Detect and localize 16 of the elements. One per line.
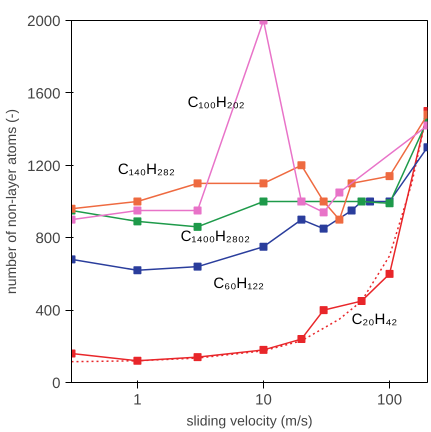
y-tick-label: 0 xyxy=(52,375,60,392)
x-tick-label: 100 xyxy=(377,392,402,408)
y-tick-label: 800 xyxy=(35,230,61,248)
x-tick-label: 1 xyxy=(133,392,142,408)
series-label: C₆₀H₁₂₂ xyxy=(213,275,264,292)
y-tick-label: 2000 xyxy=(27,13,61,30)
series-label: C₁₄₀₀H₂₈₀₂ xyxy=(180,228,250,245)
series-label: C₂₀H₄₂ xyxy=(352,311,398,328)
y-tick-label: 1600 xyxy=(27,85,61,102)
y-axis-title: number of non-layer atoms (-) xyxy=(3,108,20,294)
x-tick-label: 10 xyxy=(255,392,272,408)
y-tick-label: 400 xyxy=(35,302,61,320)
x-axis-title: sliding velocity (m/s) xyxy=(186,412,313,428)
series-label: C₁₀₀H₂₀₂ xyxy=(188,94,245,111)
series-label: C₁₄₀H₂₈₂ xyxy=(118,160,176,178)
y-tick-label: 1200 xyxy=(27,158,61,175)
